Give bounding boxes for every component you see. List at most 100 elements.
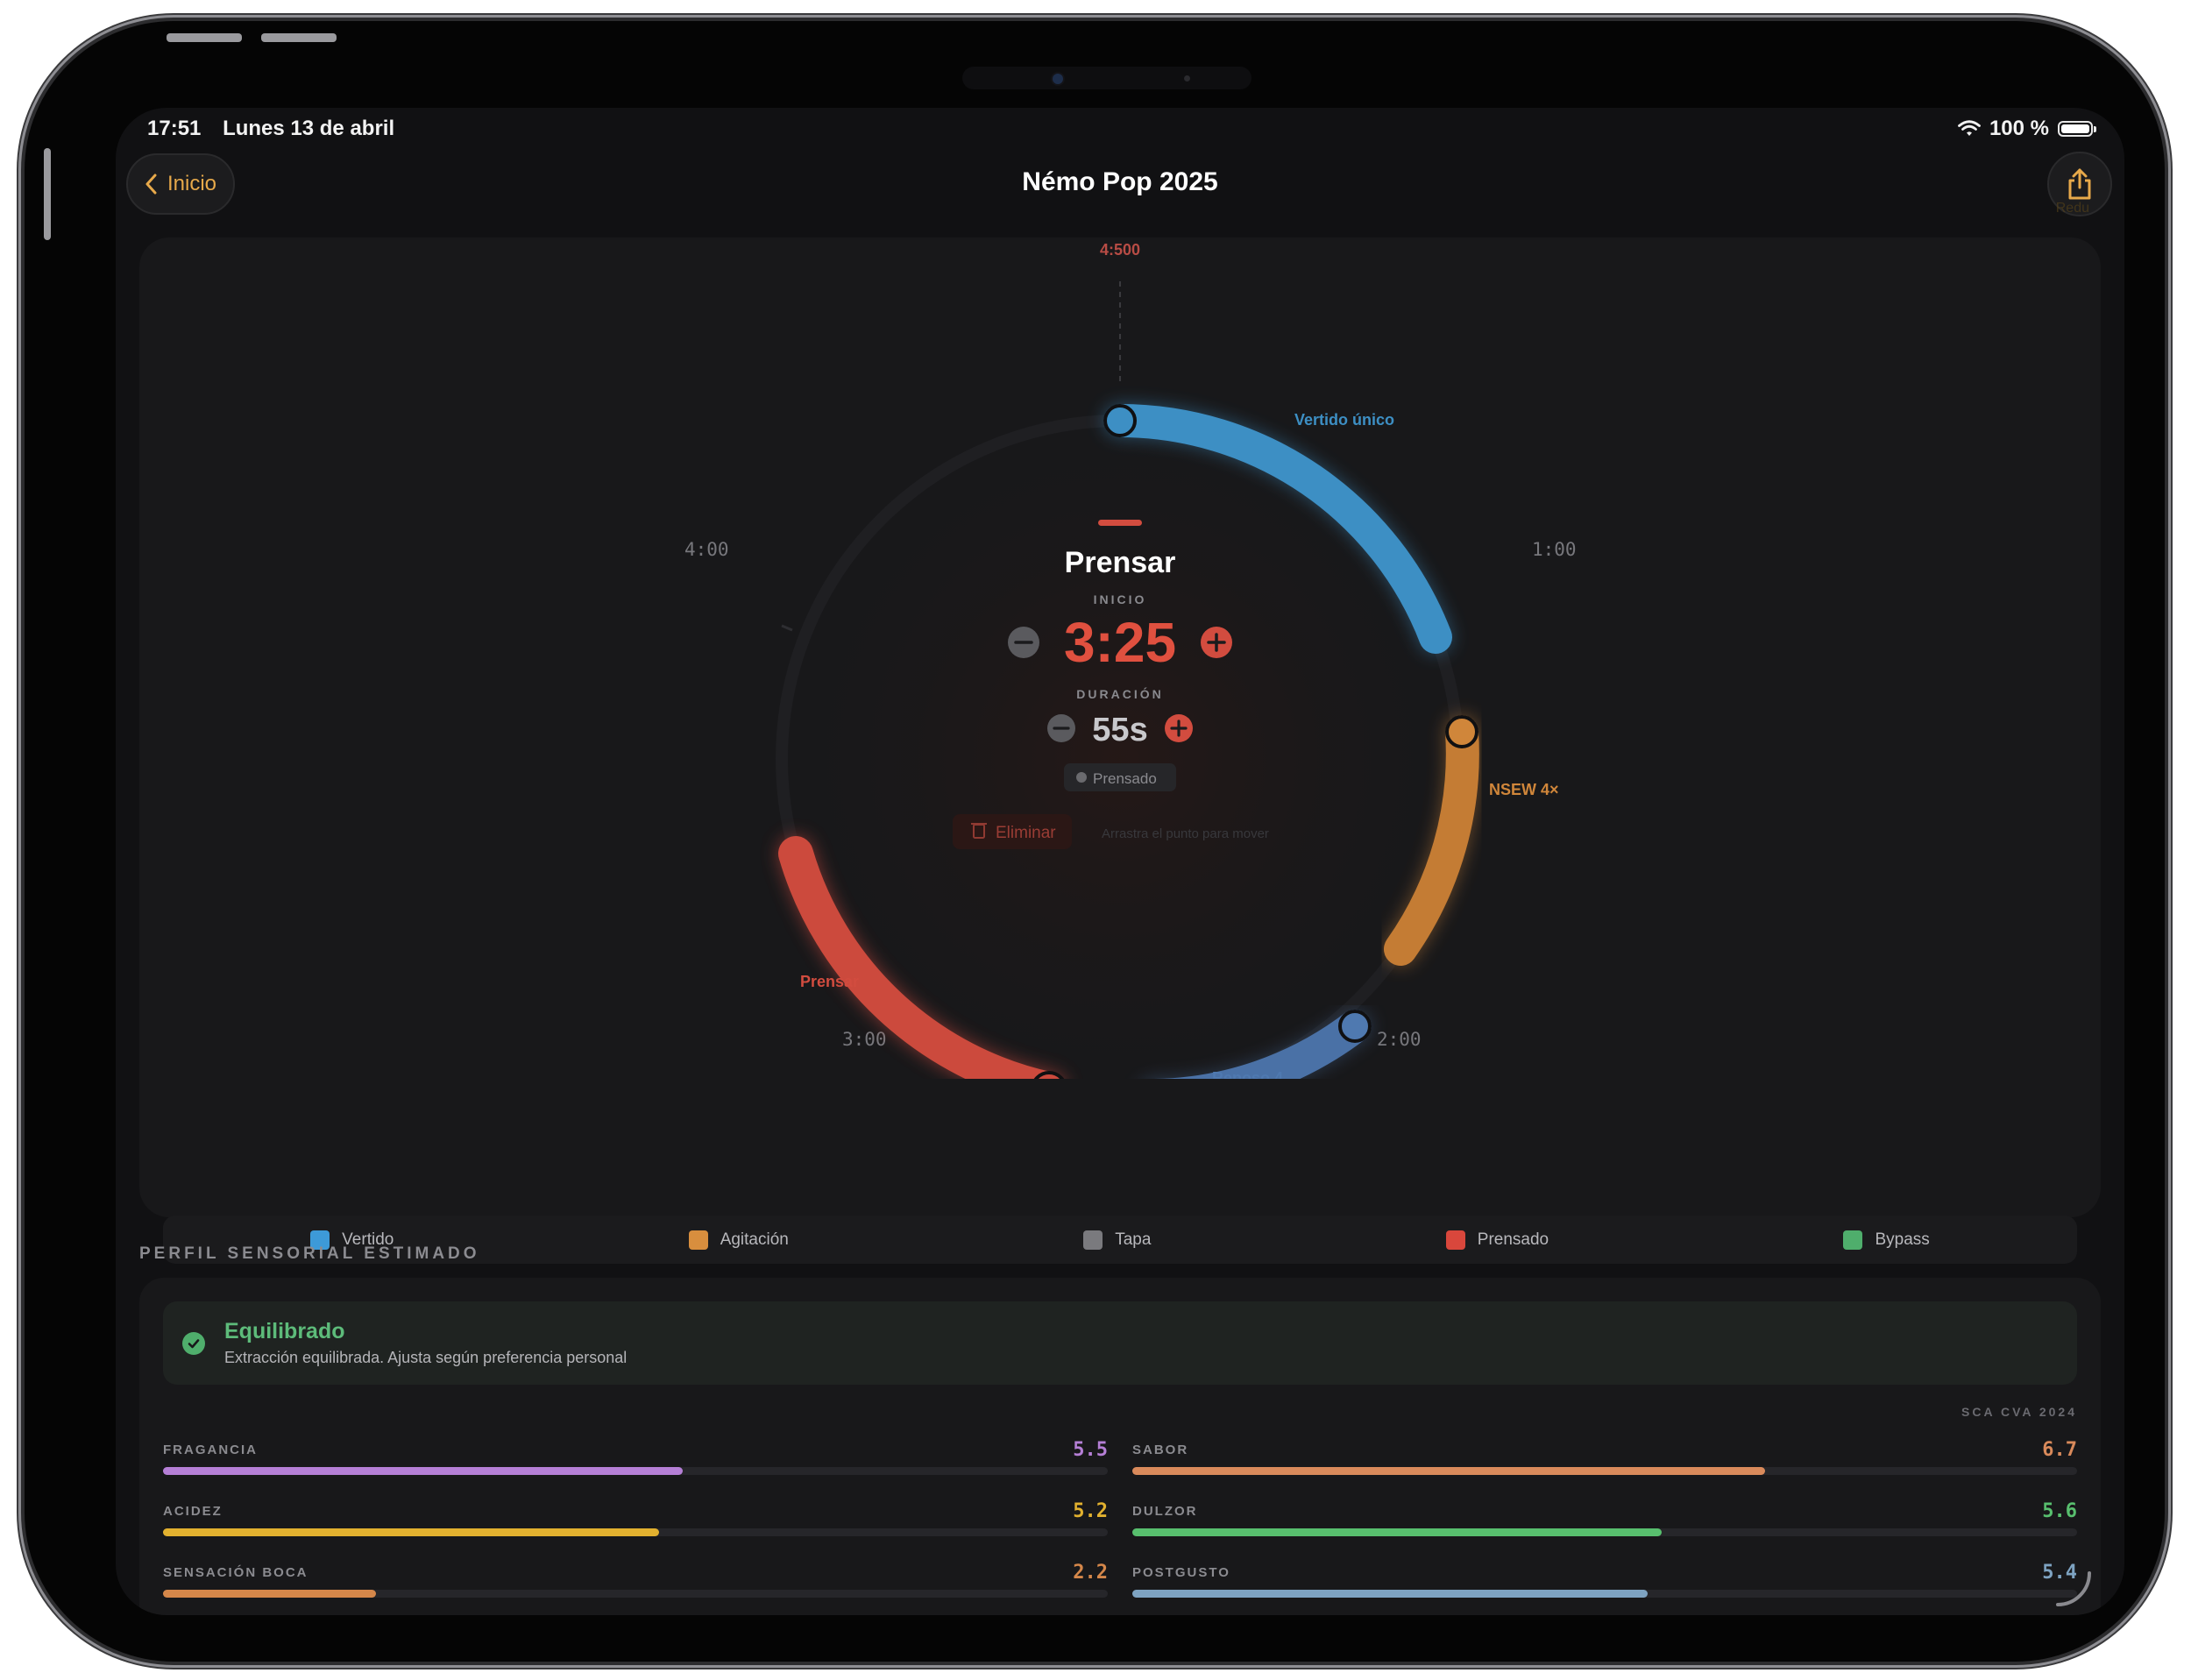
metric-fill	[163, 1528, 659, 1536]
wifi-icon	[1958, 120, 1981, 136]
power-button	[44, 148, 51, 240]
segment-handle[interactable]	[1103, 404, 1137, 437]
segment-vertido-unico[interactable]	[1103, 404, 1452, 654]
metric-fragancia: FRAGANCIA 5.5	[163, 1439, 1108, 1486]
legend-label: Tapa	[1115, 1230, 1152, 1249]
checkmark-icon	[182, 1332, 205, 1355]
metric-dulzor: DULZOR 5.6	[1132, 1500, 2077, 1548]
dial-legend: Vertido Agitación Tapa Prensado Bypass	[163, 1216, 2077, 1264]
legend-item-prensado: Prensado	[1445, 1230, 1549, 1250]
metric-fill	[1132, 1590, 1648, 1598]
duration-label: DURACIÓN	[1076, 686, 1163, 701]
resize-corner-indicator	[2056, 1571, 2091, 1606]
chevron-left-icon	[145, 174, 157, 195]
sensory-profile-card: Equilibrado Extracción equilibrada. Ajus…	[139, 1278, 2101, 1615]
metric-value: 5.6	[2042, 1500, 2077, 1522]
segment-handle[interactable]	[1445, 715, 1478, 748]
metric-fill	[1132, 1528, 1662, 1536]
start-increment-button[interactable]	[1201, 627, 1232, 658]
metric-label: DULZOR	[1132, 1504, 1198, 1519]
volume-button	[167, 33, 242, 42]
share-button[interactable]	[2047, 152, 2112, 216]
metric-track	[163, 1467, 1108, 1475]
back-button[interactable]: Inicio	[126, 153, 235, 215]
metric-label: FRAGANCIA	[163, 1443, 258, 1457]
metric-sensacion-boca: SENSACIÓN BOCA 2.2	[163, 1562, 1108, 1609]
metric-track	[163, 1590, 1108, 1598]
segment-handle[interactable]	[1032, 1071, 1066, 1079]
metric-fill	[163, 1590, 376, 1598]
metric-label: SABOR	[1132, 1443, 1189, 1457]
brew-dial[interactable]: 4:500 1:00 2:00 3:00 4:00	[139, 237, 2101, 1079]
metric-track	[1132, 1528, 2077, 1536]
time-label-4-00: 4:00	[684, 539, 729, 560]
legend-item-vertido: Vertido	[310, 1230, 394, 1250]
metric-label: POSTGUSTO	[1132, 1565, 1230, 1580]
duration-increment-button[interactable]	[1165, 714, 1193, 742]
selected-step-name: Prensar	[1065, 546, 1176, 579]
legend-label: Vertido	[342, 1230, 394, 1249]
segment-handle[interactable]	[1338, 1010, 1372, 1043]
trash-icon	[971, 823, 987, 839]
metric-value: 2.2	[1073, 1562, 1108, 1584]
back-label: Inicio	[167, 172, 217, 195]
metric-value: 5.4	[2042, 1562, 2077, 1584]
sensor	[1184, 75, 1190, 82]
legend-label: Prensado	[1477, 1230, 1549, 1249]
camera-housing	[962, 67, 1251, 89]
metric-label: SENSACIÓN BOCA	[163, 1565, 308, 1580]
metric-value: 5.5	[1073, 1439, 1108, 1461]
metrics-source: SCA CVA 2024	[1961, 1405, 2077, 1419]
legend-item-agitacion: Agitación	[688, 1230, 789, 1250]
start-time-value: 3:25	[1064, 611, 1176, 674]
type-tag-icon	[1076, 772, 1087, 783]
segment-nsew[interactable]	[1384, 715, 1479, 966]
battery-percent: 100 %	[1989, 117, 2049, 140]
selected-color-bar	[1098, 520, 1142, 526]
legend-swatch	[688, 1230, 708, 1250]
section-title: PERFIL SENSORIAL ESTIMADO	[139, 1244, 480, 1263]
ipad-frame: 17:51 Lunes 13 de abril 100 % Inicio	[25, 21, 2165, 1662]
share-icon	[2068, 168, 2091, 200]
segment-label-vertido: Vertido único	[1294, 411, 1394, 429]
segment-label-reposo: Reposo 4	[1212, 1069, 1283, 1079]
metric-fill	[1132, 1467, 1766, 1475]
metric-postgusto: POSTGUSTO 5.4	[1132, 1562, 2077, 1609]
duration-value: 55s	[1092, 712, 1147, 748]
legend-swatch	[1445, 1230, 1465, 1250]
metric-sabor: SABOR 6.7	[1132, 1439, 2077, 1486]
segment-prensar[interactable]	[778, 836, 1066, 1079]
duration-decrement-button[interactable]	[1047, 714, 1075, 742]
metric-label: ACIDEZ	[163, 1504, 223, 1519]
legend-swatch	[310, 1230, 330, 1250]
status-date: Lunes 13 de abril	[223, 117, 395, 140]
reduce-hint: Redu	[2055, 201, 2089, 216]
page-title: Némo Pop 2025	[1022, 167, 1218, 196]
legend-label: Bypass	[1875, 1230, 1930, 1249]
legend-item-tapa: Tapa	[1083, 1230, 1151, 1250]
balance-status-banner: Equilibrado Extracción equilibrada. Ajus…	[163, 1301, 2077, 1385]
metric-acidez: ACIDEZ 5.2	[163, 1500, 1108, 1548]
legend-label: Agitación	[720, 1230, 789, 1249]
status-time: 17:51	[147, 117, 202, 140]
status-description: Extracción equilibrada. Ajusta según pre…	[224, 1349, 628, 1366]
segment-label-prensar: Prensar	[800, 973, 859, 990]
start-decrement-button[interactable]	[1008, 627, 1039, 658]
time-label-1-00: 1:00	[1532, 539, 1577, 560]
legend-swatch	[1843, 1230, 1863, 1250]
time-label-2-00: 2:00	[1377, 1029, 1422, 1050]
type-tag[interactable]: Prensado	[1064, 763, 1176, 791]
navigation-bar: Inicio Némo Pop 2025	[116, 152, 2124, 222]
recipe-dial-card: 4:500 1:00 2:00 3:00 4:00	[139, 237, 2101, 1264]
camera-lens	[1053, 74, 1063, 84]
segment-reposo[interactable]	[1153, 1010, 1372, 1079]
legend-swatch	[1083, 1230, 1103, 1250]
metric-track	[163, 1528, 1108, 1536]
metric-fill	[163, 1467, 683, 1475]
start-label: INICIO	[1094, 592, 1147, 606]
time-label-3-00: 3:00	[842, 1029, 887, 1050]
type-tag-label: Prensado	[1093, 770, 1157, 787]
metric-value: 5.2	[1073, 1500, 1108, 1522]
volume-button	[261, 33, 337, 42]
delete-button[interactable]: Eliminar	[953, 814, 1072, 849]
